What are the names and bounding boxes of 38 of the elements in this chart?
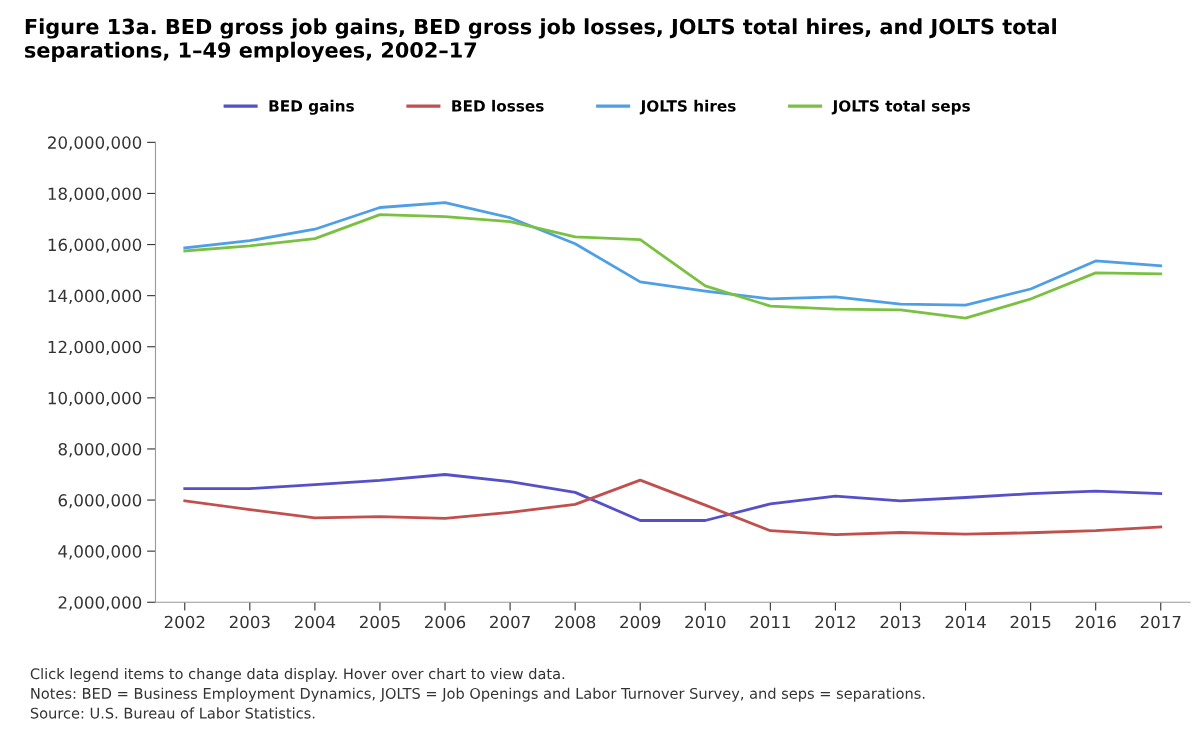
x-tick-label: 2004 bbox=[294, 615, 336, 629]
y-tick-label: 12,000,000 bbox=[48, 340, 142, 356]
x-tick-label: 2007 bbox=[490, 615, 530, 629]
y-tick-label: 6,000,000 bbox=[58, 494, 142, 509]
x-tick-label: 2017 bbox=[1140, 615, 1181, 629]
y-tick-label: 16,000,000 bbox=[48, 238, 142, 253]
chart-title: Figure 13a. BED gross job gains, BED gross job losses, JOLTS total hires, and JOLTS total separations, 1–49 employees, 2002–17 bbox=[25, 18, 1056, 63]
x-tick-label: 2015 bbox=[1010, 615, 1051, 629]
y-tick-label: 14,000,000 bbox=[48, 289, 142, 304]
x-tick-label: 2003 bbox=[229, 615, 270, 629]
y-tick-label: 4,000,000 bbox=[58, 545, 142, 560]
text: Notes: BED = Business Employment Dynamics, JOLTS = Job Openings and Labor Turnover Survey, and seps = separations. bbox=[31, 687, 925, 702]
y-tick-label: 18,000,000 bbox=[48, 187, 142, 202]
x-tick-label: 2012 bbox=[815, 615, 855, 629]
x-tick-label: 2016 bbox=[1075, 615, 1116, 629]
y-tick-label: 20,000,000 bbox=[48, 136, 142, 151]
line-series bbox=[183, 201, 1163, 307]
legend-label: BED gains bbox=[269, 99, 354, 115]
y-tick-label: 2,000,000 bbox=[58, 596, 142, 611]
source-note: Source: U.S. Bureau of Labor Statistics. bbox=[30, 707, 315, 719]
line-series bbox=[183, 473, 1163, 522]
y-tick-label: 8,000,000 bbox=[58, 442, 142, 458]
x-tick-label: 2009 bbox=[620, 615, 661, 629]
x-tick-label: 2011 bbox=[750, 615, 791, 629]
y-tick-label: 10,000,000 bbox=[48, 391, 142, 407]
legend-label: JOLTS hires bbox=[639, 99, 736, 115]
line-series bbox=[183, 478, 1163, 536]
x-tick-label: 2010 bbox=[685, 615, 726, 629]
legend-label: BED losses bbox=[452, 99, 544, 112]
x-tick-label: 2008 bbox=[555, 615, 596, 629]
line-series bbox=[183, 213, 1163, 320]
x-tick-label: 2005 bbox=[359, 615, 400, 629]
x-tick-label: 2002 bbox=[164, 615, 205, 629]
x-tick-label: 2013 bbox=[880, 615, 921, 629]
x-tick-label: 2014 bbox=[945, 615, 986, 629]
x-tick-label: 2006 bbox=[425, 615, 466, 629]
legend-label: JOLTS total seps bbox=[831, 99, 970, 115]
text: Click legend items to change data display. Hover over chart to view data. bbox=[30, 667, 565, 683]
